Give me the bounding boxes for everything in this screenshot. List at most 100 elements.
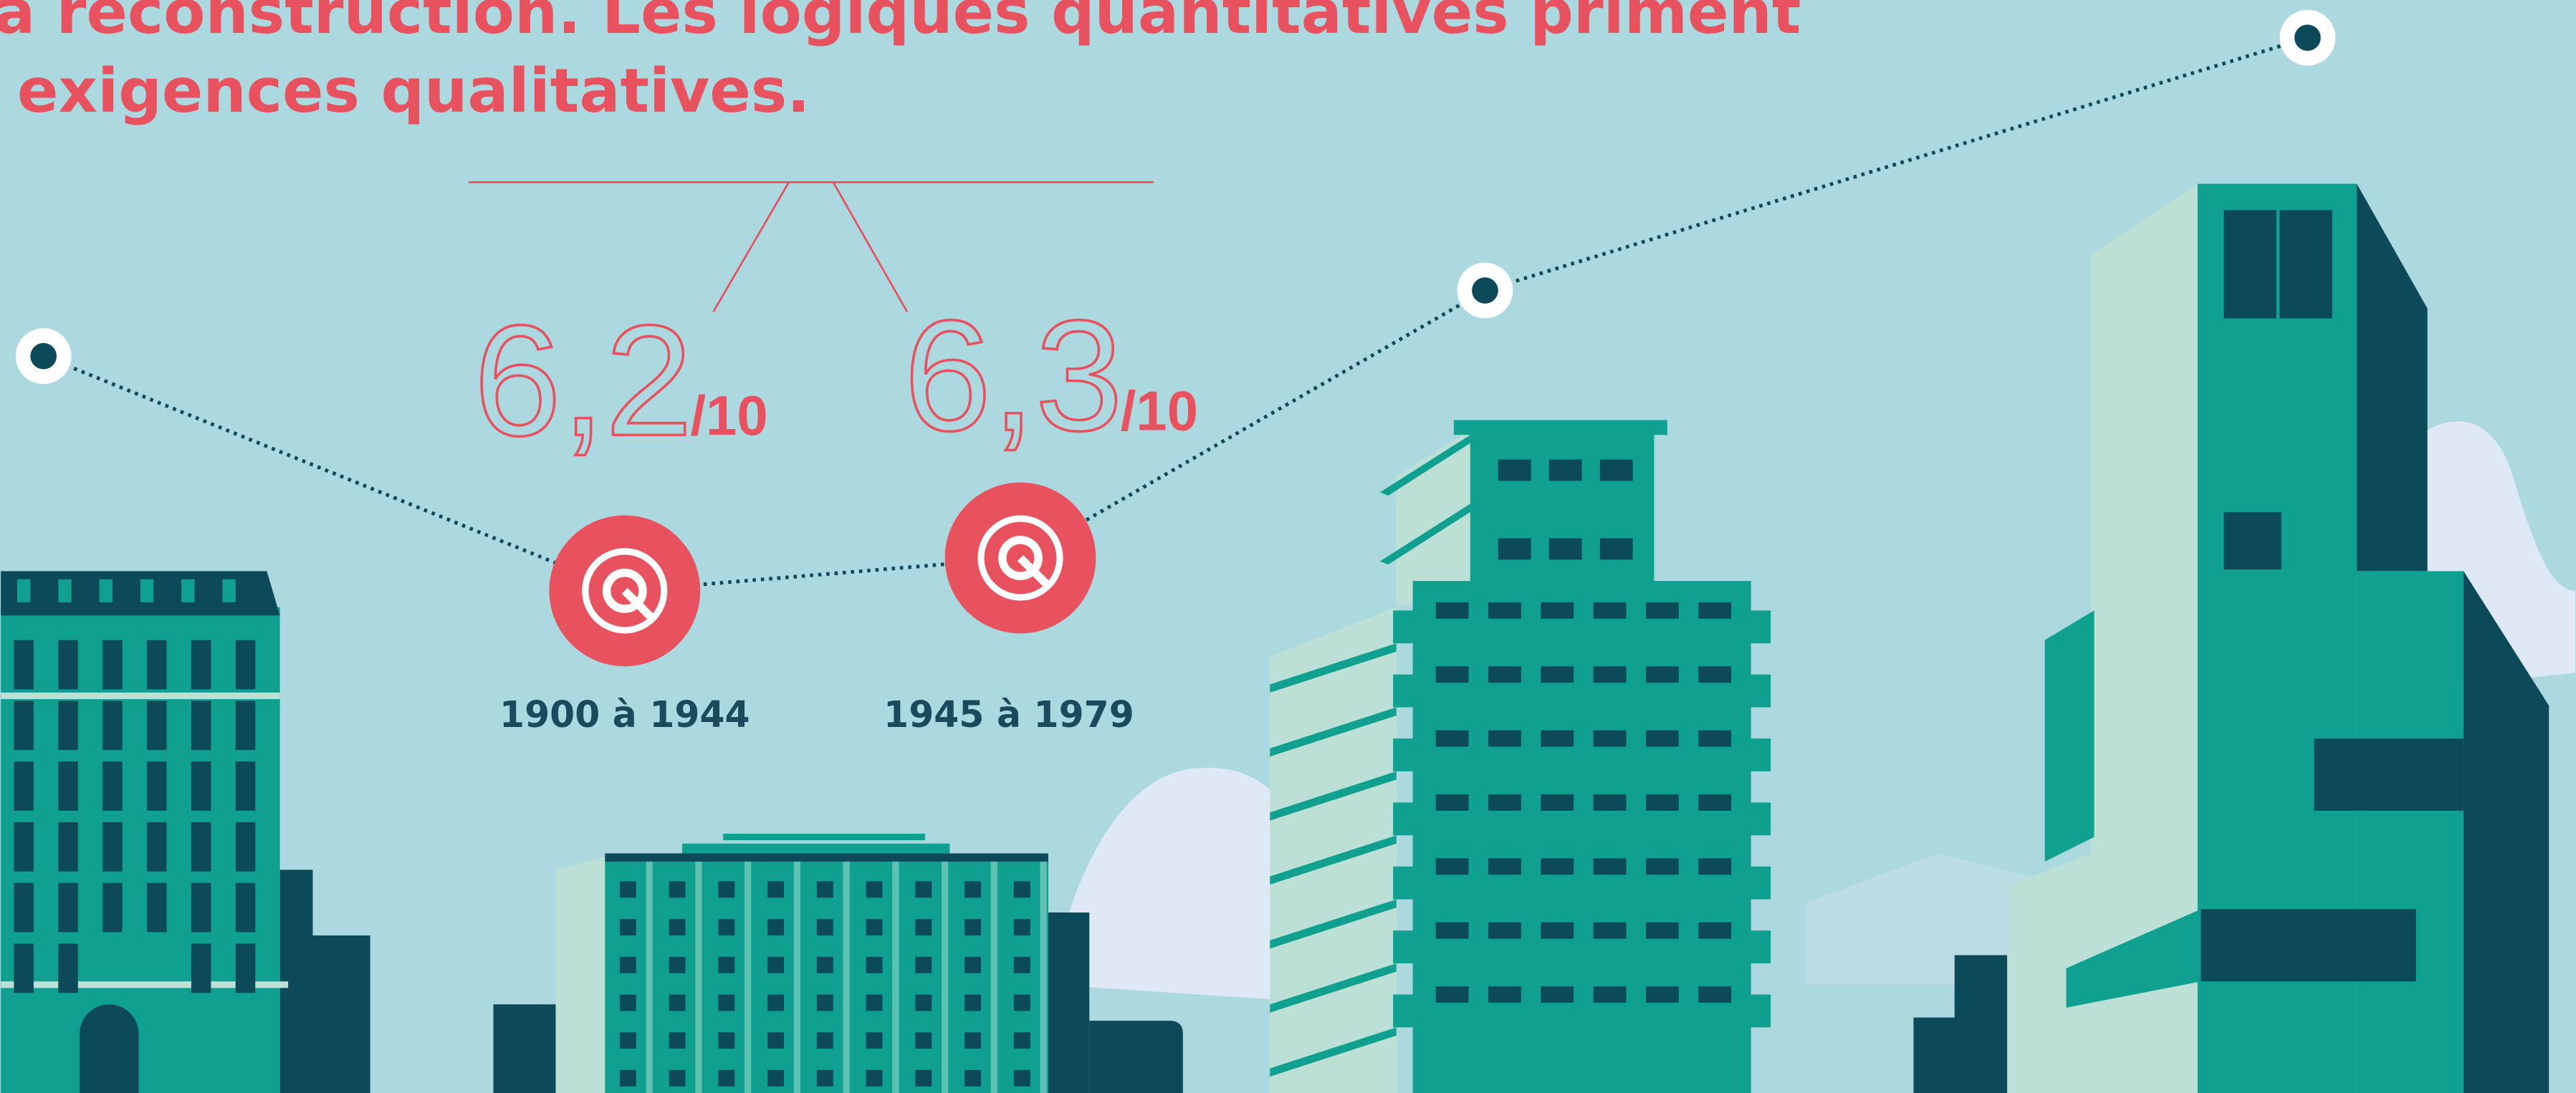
window [1549,539,1582,560]
window [14,700,33,750]
window [767,881,784,897]
node-dot [2294,24,2321,51]
period-label: 1945 à 1979 [884,693,1134,736]
pilaster [695,862,702,1093]
window [817,919,833,935]
window [1600,539,1633,560]
building-block [1089,1021,1183,1093]
window [14,640,33,690]
window [1014,919,1030,935]
page: Infographie {"headline": {"lines": ["a r… [0,0,2576,1093]
window [1541,986,1574,1003]
window [866,1032,883,1049]
window [1646,794,1679,811]
window [1541,666,1574,683]
roof-bar [1454,420,1667,435]
window [1488,923,1521,939]
window [718,1070,734,1087]
pilaster [892,862,899,1093]
window [620,995,636,1011]
window-frame [2276,210,2280,318]
window [1594,602,1627,619]
score-scale: /10 [690,384,767,447]
window [1541,794,1574,811]
node-dot [1472,277,1498,304]
window [1498,460,1531,481]
score: 6,2 [474,292,693,468]
window [14,822,33,872]
window [14,883,33,933]
window [1488,858,1521,875]
window [1488,602,1521,619]
window [2314,738,2464,811]
building-block [494,1004,556,1093]
window [58,883,77,933]
window [767,995,784,1011]
window [191,822,211,872]
window [1488,794,1521,811]
window [191,943,211,993]
window [181,579,194,602]
window [58,822,77,872]
window [102,883,122,933]
window [58,943,77,993]
window [2201,909,2415,981]
window [620,1070,636,1087]
pilaster [843,862,850,1093]
window [915,1032,932,1049]
window [140,579,153,602]
window [58,640,77,690]
window [147,822,166,872]
score: 6,3 [904,287,1123,463]
window [1541,602,1574,619]
window [222,579,235,602]
timeline-node [2279,10,2335,66]
window [58,700,77,750]
window [669,881,686,897]
building-facade [2357,571,2464,1093]
window [58,579,71,602]
window [147,761,166,811]
window [817,881,833,897]
window [964,881,981,897]
window [1594,986,1627,1003]
window [1014,995,1030,1011]
window [817,957,833,973]
window [915,995,932,1011]
window [964,1032,981,1049]
window [1698,731,1731,747]
headline-line: exigences qualitatives. [17,55,810,126]
window [669,957,686,973]
period-badge [549,515,700,666]
window [669,1032,686,1049]
window [102,700,122,750]
window [102,761,122,811]
window [1488,666,1521,683]
window [1014,957,1030,973]
window [1698,986,1731,1003]
pilaster [794,862,800,1093]
window [718,995,734,1011]
score-scale: /10 [1121,379,1198,442]
window [718,881,734,897]
page-body: a reconstruction. Les logiques quantitat… [0,0,2576,1093]
window [1698,666,1731,683]
window [620,919,636,935]
window [964,1070,981,1087]
window [915,881,932,897]
window [1698,794,1731,811]
building-block [1955,955,2012,1093]
window [1549,460,1582,481]
window [14,761,33,811]
window [1698,923,1731,939]
window [147,883,166,933]
window [1436,602,1469,619]
window [236,943,255,993]
window [817,1032,833,1049]
window [102,640,122,690]
window [1594,858,1627,875]
window [1014,1032,1030,1049]
window [1014,1070,1030,1087]
headline-line: a reconstruction. Les logiques quantitat… [0,0,1801,47]
window [1646,731,1679,747]
